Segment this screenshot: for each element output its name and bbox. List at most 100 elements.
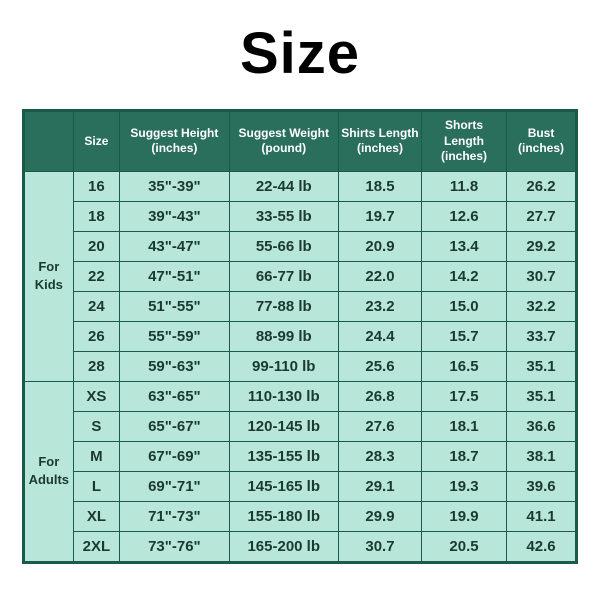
cell-height: 67"-69" — [120, 441, 229, 471]
cell-bust: 27.7 — [507, 201, 576, 231]
table-body: ForKids1635"-39"22-44 lb18.511.826.21839… — [25, 171, 576, 561]
cell-shorts: 14.2 — [421, 261, 506, 291]
cell-height: 35"-39" — [120, 171, 229, 201]
cell-bust: 35.1 — [507, 351, 576, 381]
table-row: ForKids1635"-39"22-44 lb18.511.826.2 — [25, 171, 576, 201]
cell-weight: 66-77 lb — [229, 261, 338, 291]
cell-bust: 26.2 — [507, 171, 576, 201]
table-row: 2043"-47"55-66 lb20.913.429.2 — [25, 231, 576, 261]
cell-weight: 77-88 lb — [229, 291, 338, 321]
cell-shorts: 18.7 — [421, 441, 506, 471]
table-row: 2247"-51"66-77 lb22.014.230.7 — [25, 261, 576, 291]
cell-height: 55"-59" — [120, 321, 229, 351]
cell-size: 16 — [73, 171, 120, 201]
cell-shirts: 23.2 — [338, 291, 421, 321]
cell-weight: 110-130 lb — [229, 381, 338, 411]
cell-shirts: 18.5 — [338, 171, 421, 201]
cell-shorts: 18.1 — [421, 411, 506, 441]
cell-shirts: 22.0 — [338, 261, 421, 291]
table-row: XL71"-73"155-180 lb29.919.941.1 — [25, 501, 576, 531]
table-row: S65"-67"120-145 lb27.618.136.6 — [25, 411, 576, 441]
header-shirts: Shirts Length (inches) — [338, 112, 421, 172]
cell-shirts: 29.1 — [338, 471, 421, 501]
table-row: 2XL73"-76"165-200 lb30.720.542.6 — [25, 531, 576, 561]
table-row: M67"-69"135-155 lb28.318.738.1 — [25, 441, 576, 471]
cell-weight: 155-180 lb — [229, 501, 338, 531]
cell-bust: 41.1 — [507, 501, 576, 531]
cell-size: M — [73, 441, 120, 471]
cell-bust: 35.1 — [507, 381, 576, 411]
cell-size: 2XL — [73, 531, 120, 561]
cell-size: XL — [73, 501, 120, 531]
cell-weight: 145-165 lb — [229, 471, 338, 501]
header-size: Size — [73, 112, 120, 172]
cell-size: 24 — [73, 291, 120, 321]
cell-shirts: 26.8 — [338, 381, 421, 411]
table-row: 2859"-63"99-110 lb25.616.535.1 — [25, 351, 576, 381]
cell-bust: 39.6 — [507, 471, 576, 501]
cell-size: L — [73, 471, 120, 501]
cell-bust: 36.6 — [507, 411, 576, 441]
cell-shorts: 19.9 — [421, 501, 506, 531]
cell-shorts: 15.0 — [421, 291, 506, 321]
cell-bust: 29.2 — [507, 231, 576, 261]
cell-height: 69"-71" — [120, 471, 229, 501]
table-row: 2451"-55"77-88 lb23.215.032.2 — [25, 291, 576, 321]
cell-shorts: 16.5 — [421, 351, 506, 381]
cell-weight: 135-155 lb — [229, 441, 338, 471]
header-weight: Suggest Weight (pound) — [229, 112, 338, 172]
cell-weight: 88-99 lb — [229, 321, 338, 351]
cell-size: XS — [73, 381, 120, 411]
cell-size: 26 — [73, 321, 120, 351]
table-row: ForAdultsXS63"-65"110-130 lb26.817.535.1 — [25, 381, 576, 411]
table-row: 2655"-59"88-99 lb24.415.733.7 — [25, 321, 576, 351]
group-label: ForAdults — [25, 381, 74, 561]
cell-shirts: 24.4 — [338, 321, 421, 351]
cell-shirts: 28.3 — [338, 441, 421, 471]
header-row: Size Suggest Height (inches) Suggest Wei… — [25, 112, 576, 172]
cell-height: 51"-55" — [120, 291, 229, 321]
page-title: Size — [240, 20, 360, 87]
cell-shirts: 25.6 — [338, 351, 421, 381]
cell-size: 22 — [73, 261, 120, 291]
cell-weight: 99-110 lb — [229, 351, 338, 381]
cell-bust: 42.6 — [507, 531, 576, 561]
cell-size: 28 — [73, 351, 120, 381]
cell-bust: 33.7 — [507, 321, 576, 351]
cell-height: 63"-65" — [120, 381, 229, 411]
cell-weight: 33-55 lb — [229, 201, 338, 231]
cell-height: 65"-67" — [120, 411, 229, 441]
cell-height: 59"-63" — [120, 351, 229, 381]
header-bust: Bust (inches) — [507, 112, 576, 172]
cell-height: 47"-51" — [120, 261, 229, 291]
cell-size: 20 — [73, 231, 120, 261]
cell-shorts: 15.7 — [421, 321, 506, 351]
group-label: ForKids — [25, 171, 74, 381]
cell-height: 43"-47" — [120, 231, 229, 261]
cell-shorts: 19.3 — [421, 471, 506, 501]
cell-bust: 32.2 — [507, 291, 576, 321]
cell-shorts: 11.8 — [421, 171, 506, 201]
header-group — [25, 112, 74, 172]
cell-shorts: 12.6 — [421, 201, 506, 231]
cell-bust: 30.7 — [507, 261, 576, 291]
cell-weight: 120-145 lb — [229, 411, 338, 441]
table-head: Size Suggest Height (inches) Suggest Wei… — [25, 112, 576, 172]
cell-shirts: 20.9 — [338, 231, 421, 261]
cell-shirts: 30.7 — [338, 531, 421, 561]
size-table: Size Suggest Height (inches) Suggest Wei… — [24, 111, 576, 562]
header-height: Suggest Height (inches) — [120, 112, 229, 172]
table-row: L69"-71"145-165 lb29.119.339.6 — [25, 471, 576, 501]
cell-shorts: 13.4 — [421, 231, 506, 261]
cell-shorts: 20.5 — [421, 531, 506, 561]
cell-height: 71"-73" — [120, 501, 229, 531]
cell-weight: 22-44 lb — [229, 171, 338, 201]
cell-shirts: 27.6 — [338, 411, 421, 441]
cell-shorts: 17.5 — [421, 381, 506, 411]
size-table-container: Size Suggest Height (inches) Suggest Wei… — [22, 109, 578, 564]
cell-height: 73"-76" — [120, 531, 229, 561]
cell-shirts: 19.7 — [338, 201, 421, 231]
cell-height: 39"-43" — [120, 201, 229, 231]
cell-shirts: 29.9 — [338, 501, 421, 531]
cell-size: 18 — [73, 201, 120, 231]
